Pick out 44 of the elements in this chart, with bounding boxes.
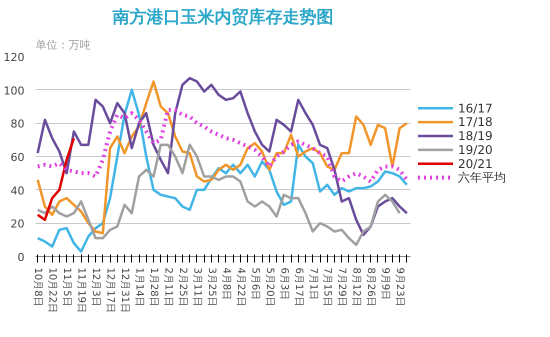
legend-label: 20/21	[458, 156, 493, 171]
line-series	[36, 136, 76, 222]
x-tick-label: 1月28日	[148, 268, 159, 307]
y-tick-label: 80	[10, 118, 25, 131]
x-tick-label: 2月25日	[176, 268, 188, 307]
y-tick-label: 40	[10, 184, 25, 198]
legend-label: 19/20	[458, 142, 493, 157]
y-axis-title: 单位：万吨	[36, 38, 90, 52]
x-tick-label: 12月31日	[119, 268, 130, 313]
legend-label: 16/17	[458, 101, 493, 116]
x-tick-label: 11月19日	[76, 268, 87, 313]
legend-label: 17/18	[458, 115, 493, 130]
x-tick-label: 3月11日	[191, 268, 202, 307]
x-tick-label: 7月15日	[322, 268, 333, 307]
x-tick-label: 3月25日	[206, 268, 217, 307]
x-tick-label: 12月17日	[104, 268, 116, 313]
x-tick-label: 9月23日	[394, 268, 406, 307]
x-tick-label: 5月20日	[264, 268, 275, 307]
line-series	[36, 108, 409, 184]
x-tick-label: 4月8日	[220, 268, 232, 300]
x-tick-label: 9月9日	[380, 268, 391, 300]
x-tick-label: 6月17日	[292, 268, 304, 307]
y-tick-label: 120	[4, 51, 25, 64]
y-tick-label: 100	[4, 84, 25, 98]
x-tick-label: 4月22日	[234, 268, 246, 307]
legend-label: 18/19	[458, 129, 493, 144]
x-tick-label: 10月22日	[46, 268, 58, 313]
y-tick-label: 0	[18, 251, 24, 264]
x-tick-label: 2月11日	[162, 268, 174, 307]
y-tick-label: 20	[10, 218, 25, 231]
x-tick-label: 1月14日	[134, 268, 145, 307]
chart-title: 南方港口玉米内贸库存走势图	[112, 8, 334, 28]
line-series	[36, 144, 401, 246]
x-tick-label: 12月3日	[90, 268, 102, 307]
x-tick-label: 7月29日	[336, 268, 348, 307]
x-tick-label: 8月12日	[350, 268, 362, 307]
x-tick-label: 7月1日	[307, 268, 318, 300]
x-tick-label: 8月26日	[365, 268, 376, 307]
x-tick-label: 5月6日	[249, 268, 260, 300]
x-tick-label: 11月5日	[61, 268, 72, 307]
y-tick-label: 60	[10, 151, 25, 164]
legend-label: 六年平均	[458, 170, 506, 185]
x-tick-label: 10月8日	[32, 268, 44, 307]
x-tick-label: 6月3日	[278, 268, 290, 300]
